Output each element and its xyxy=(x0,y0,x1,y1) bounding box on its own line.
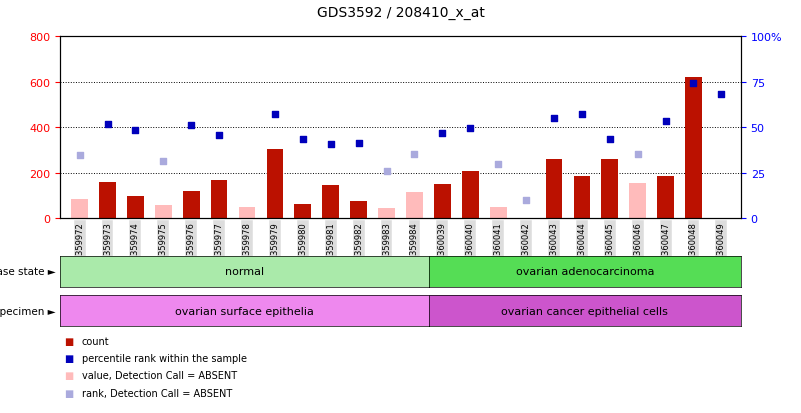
Text: rank, Detection Call = ABSENT: rank, Detection Call = ABSENT xyxy=(82,388,232,398)
Text: GDS3592 / 208410_x_at: GDS3592 / 208410_x_at xyxy=(316,6,485,20)
Point xyxy=(129,127,142,134)
Text: value, Detection Call = ABSENT: value, Detection Call = ABSENT xyxy=(82,370,237,380)
Text: ■: ■ xyxy=(64,370,74,380)
Text: ■: ■ xyxy=(64,353,74,363)
Point xyxy=(520,197,533,204)
Bar xyxy=(602,160,618,219)
Point xyxy=(575,111,588,118)
Text: normal: normal xyxy=(225,266,264,277)
Point xyxy=(296,136,309,143)
Text: count: count xyxy=(82,336,109,346)
Bar xyxy=(350,202,367,219)
Point xyxy=(492,161,505,168)
Point xyxy=(687,81,700,87)
Bar xyxy=(489,208,506,219)
Point xyxy=(659,118,672,125)
Text: ovarian surface epithelia: ovarian surface epithelia xyxy=(175,306,314,316)
Point xyxy=(73,152,86,159)
Bar xyxy=(545,160,562,219)
Bar xyxy=(99,183,116,219)
Point xyxy=(436,131,449,137)
Text: ovarian cancer epithelial cells: ovarian cancer epithelial cells xyxy=(501,306,668,316)
Point xyxy=(380,168,393,175)
Text: ■: ■ xyxy=(64,388,74,398)
Point xyxy=(185,123,198,129)
Bar xyxy=(127,196,144,219)
Point xyxy=(603,136,616,143)
Text: ovarian adenocarcinoma: ovarian adenocarcinoma xyxy=(516,266,654,277)
Bar xyxy=(71,199,88,219)
Bar xyxy=(295,204,312,219)
Text: ■: ■ xyxy=(64,336,74,346)
Point xyxy=(548,116,561,122)
Bar xyxy=(685,78,702,219)
Point xyxy=(408,151,421,157)
Bar xyxy=(239,208,256,219)
Point xyxy=(213,133,226,139)
Point xyxy=(715,92,728,98)
Point xyxy=(101,121,114,128)
Bar xyxy=(574,177,590,219)
Point xyxy=(352,140,365,147)
Text: percentile rank within the sample: percentile rank within the sample xyxy=(82,353,247,363)
Bar xyxy=(378,209,395,219)
Bar xyxy=(406,193,423,219)
Text: disease state ►: disease state ► xyxy=(0,266,56,277)
Bar xyxy=(462,171,479,219)
Bar xyxy=(211,180,227,219)
Bar xyxy=(657,177,674,219)
Point xyxy=(631,152,644,158)
Point xyxy=(464,126,477,133)
Bar xyxy=(267,150,284,219)
Text: specimen ►: specimen ► xyxy=(0,306,56,316)
Bar xyxy=(183,192,199,219)
Bar xyxy=(155,205,171,219)
Bar xyxy=(434,185,451,219)
Point xyxy=(157,158,170,165)
Point xyxy=(324,142,337,148)
Bar xyxy=(630,184,646,219)
Bar xyxy=(322,186,339,219)
Point xyxy=(268,111,281,118)
